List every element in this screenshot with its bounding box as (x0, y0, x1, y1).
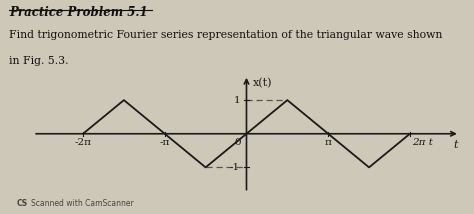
Text: Practice Problem 5.1: Practice Problem 5.1 (9, 6, 148, 19)
Text: 0: 0 (235, 138, 241, 147)
Text: x(t): x(t) (253, 78, 273, 88)
Text: π: π (325, 138, 332, 147)
Text: CS: CS (17, 199, 27, 208)
Text: Scanned with CamScanner: Scanned with CamScanner (31, 199, 134, 208)
Text: 1: 1 (233, 96, 240, 105)
Text: -2π: -2π (74, 138, 91, 147)
Text: -1: -1 (230, 163, 240, 172)
Text: Find trigonometric Fourier series representation of the triangular wave shown: Find trigonometric Fourier series repres… (9, 30, 443, 40)
Text: t: t (453, 140, 458, 150)
Text: -π: -π (160, 138, 170, 147)
Text: in Fig. 5.3.: in Fig. 5.3. (9, 56, 69, 66)
Text: 2π t: 2π t (412, 138, 433, 147)
